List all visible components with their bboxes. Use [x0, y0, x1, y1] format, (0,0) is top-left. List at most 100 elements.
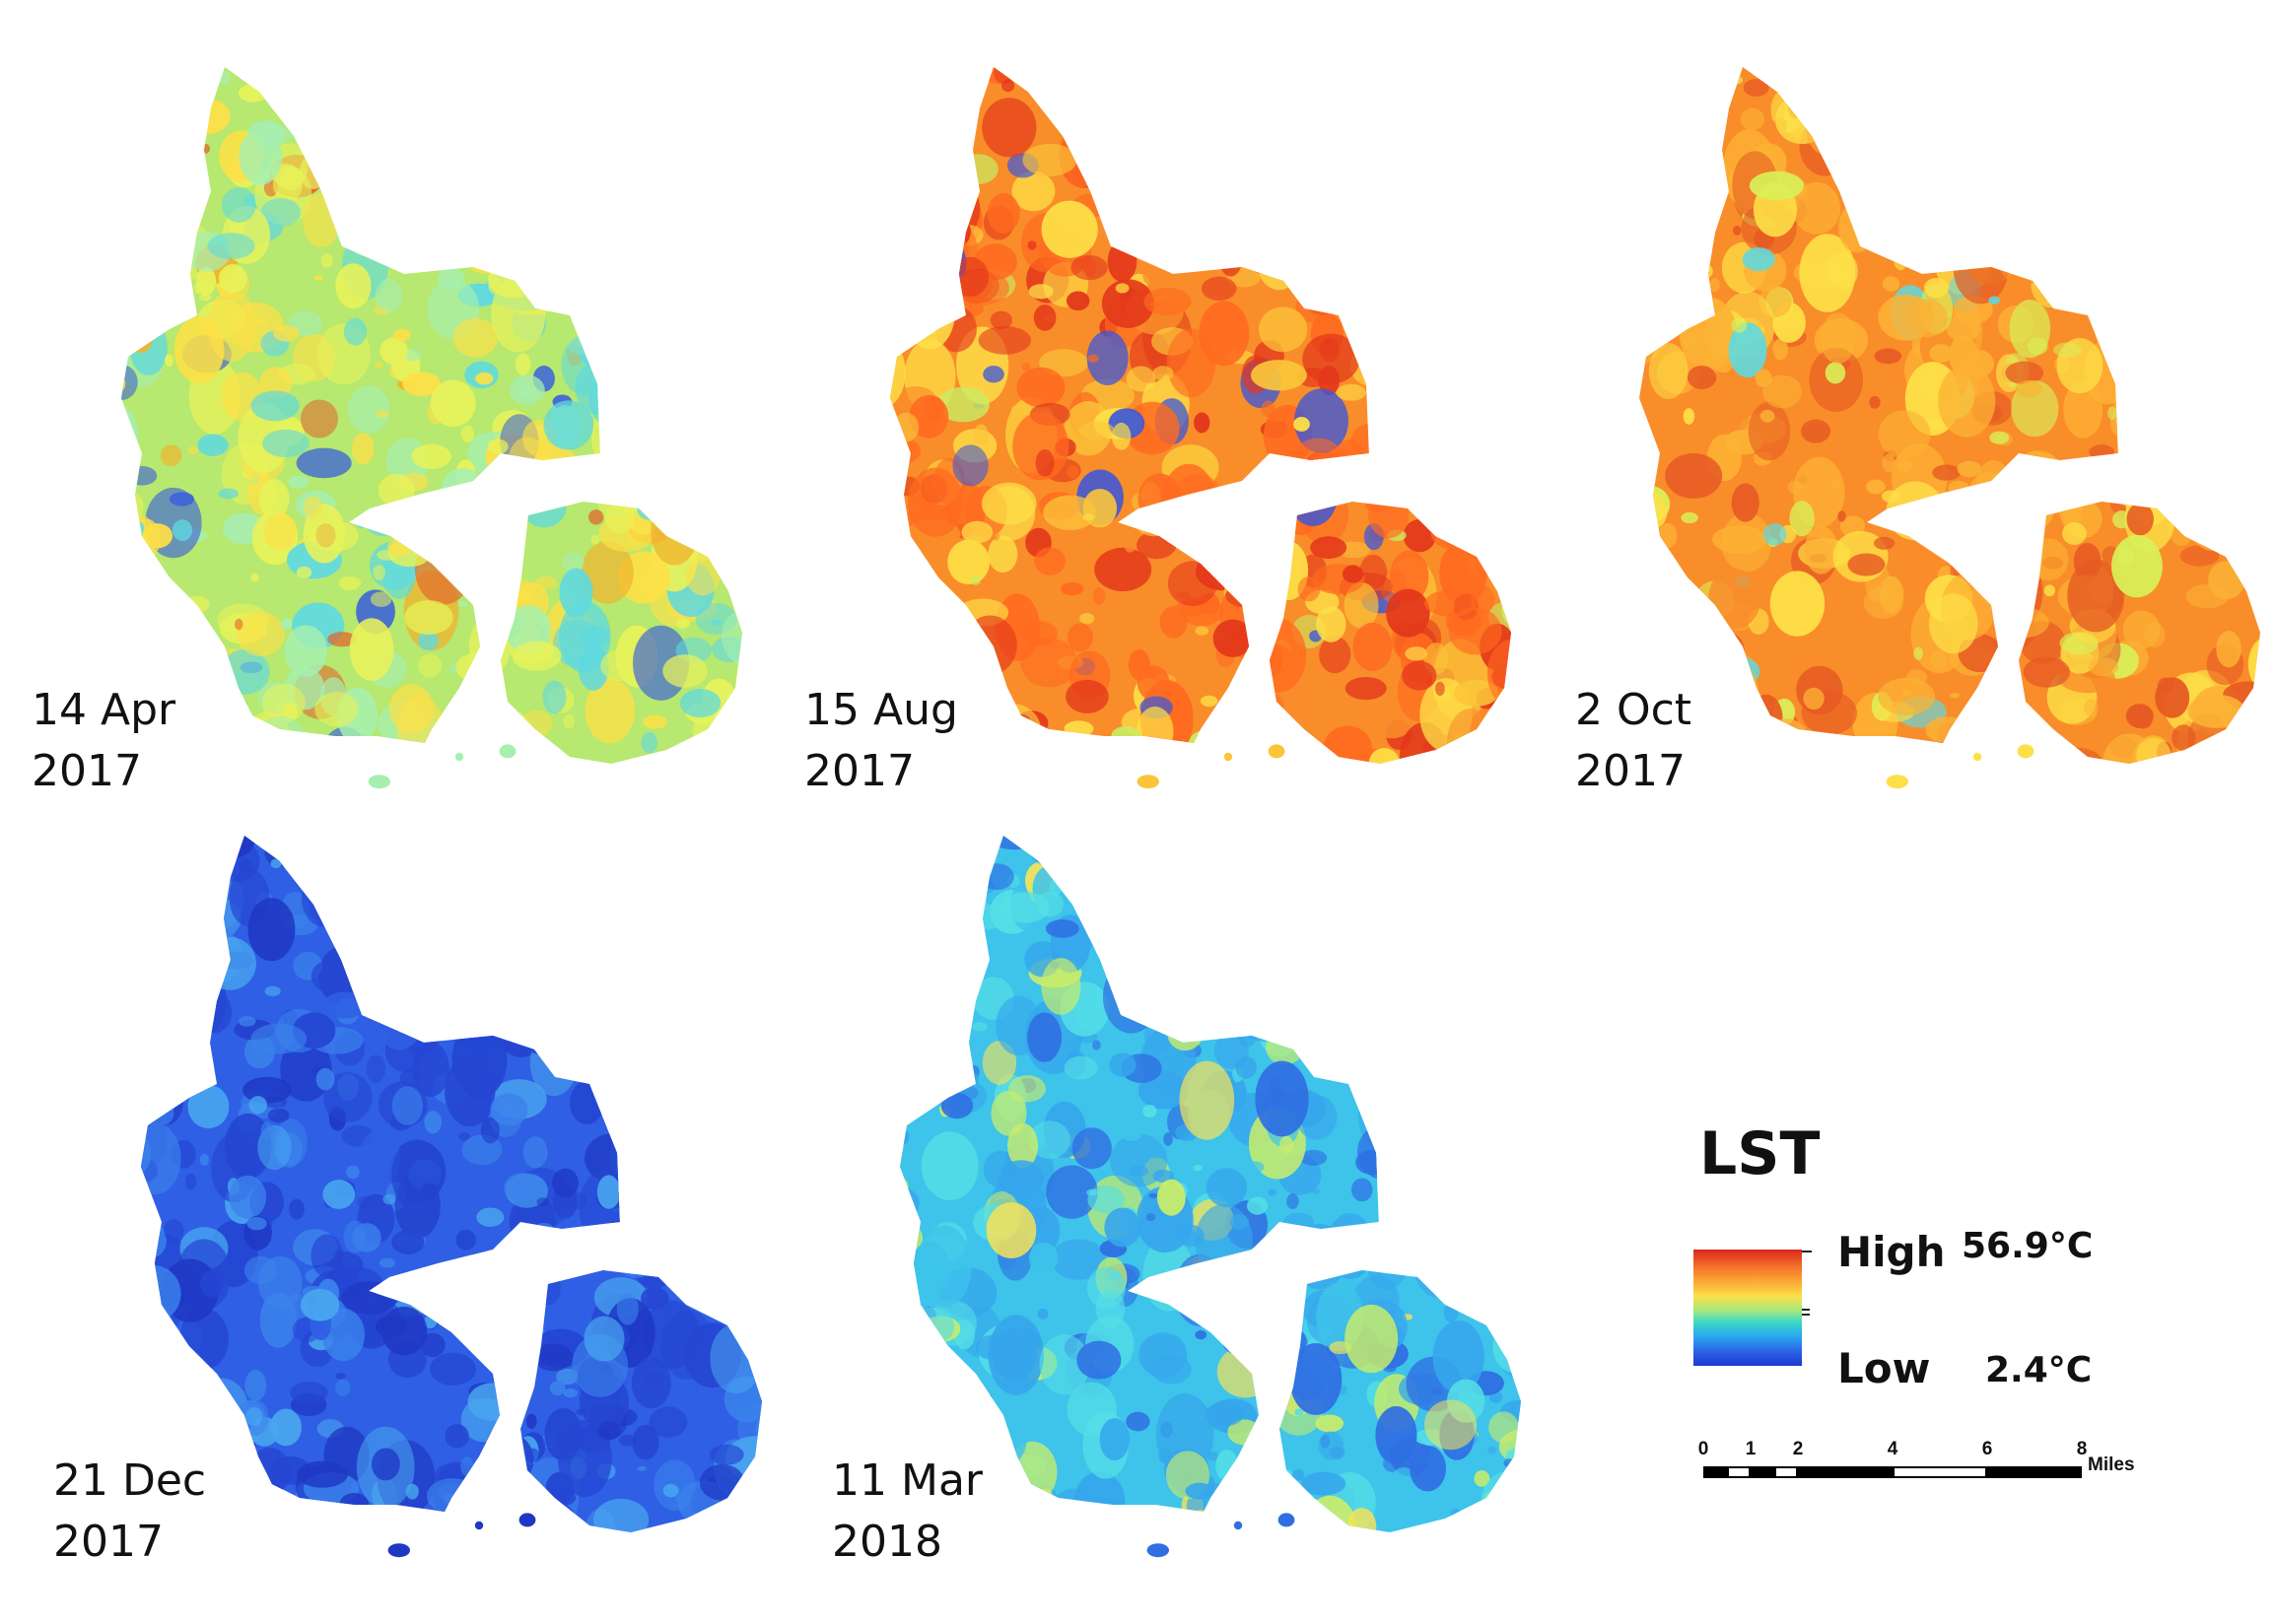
lst-texture-patch [906, 75, 939, 123]
lst-texture-patch [617, 171, 645, 209]
lst-texture-patch [409, 145, 418, 153]
lst-texture-patch [729, 1092, 762, 1136]
lst-texture-patch [1957, 168, 1976, 182]
lst-texture-patch [712, 619, 724, 626]
lst-texture-patch [1638, 601, 1650, 621]
lst-texture-patch [620, 1210, 660, 1253]
lst-texture-patch [667, 169, 724, 226]
lst-texture-patch [291, 115, 311, 143]
lst-texture-patch [146, 1081, 164, 1101]
lst-texture-patch [1347, 975, 1381, 1017]
lst-texture-patch [498, 134, 539, 156]
lst-texture-patch [1034, 547, 1066, 575]
lst-texture-patch [463, 883, 474, 890]
lst-texture-patch [589, 333, 610, 358]
lst-texture-patch [2225, 449, 2260, 480]
lst-texture-patch [1487, 520, 1511, 583]
lst-texture-patch [482, 853, 531, 903]
lst-texture-patch [2266, 531, 2275, 541]
lst-texture-patch [641, 487, 699, 523]
lst-texture-patch [501, 216, 548, 263]
lst-texture-patch [1282, 1212, 1314, 1232]
lst-texture-patch [2250, 723, 2260, 759]
lst-texture-patch [404, 600, 453, 636]
lst-texture-patch [2159, 244, 2193, 292]
lst-texture-patch [203, 936, 256, 990]
lst-texture-patch [1304, 1034, 1326, 1053]
lst-texture-patch [2169, 67, 2178, 73]
lst-texture-patch [552, 1168, 579, 1198]
lst-texture-patch [1462, 1014, 1502, 1040]
lst-texture-patch [1080, 835, 1109, 855]
lst-texture-patch [1393, 219, 1419, 241]
lst-texture-patch [695, 300, 712, 314]
lst-texture-patch [593, 338, 623, 362]
lst-texture-patch [196, 750, 207, 758]
lst-texture-patch [442, 910, 481, 936]
legend-title: LST [1699, 1119, 1821, 1188]
lst-texture-patch [947, 539, 991, 584]
lst-texture-patch [1111, 726, 1140, 747]
lst-texture-patch [187, 445, 199, 455]
island-patch [1268, 744, 1285, 759]
lst-texture-patch [411, 192, 450, 250]
lst-texture-patch [1512, 1143, 1521, 1159]
lst-texture-patch [671, 859, 691, 877]
lst-texture-patch [1470, 316, 1511, 352]
lst-texture-patch [2208, 561, 2245, 600]
lst-texture-patch [899, 835, 912, 846]
lst-texture-patch [1386, 588, 1430, 638]
lst-texture-patch [2191, 120, 2241, 176]
lst-texture-patch [1472, 853, 1519, 913]
lst-texture-patch [1092, 1040, 1101, 1050]
lst-texture-patch [560, 1237, 582, 1262]
lst-texture-patch [620, 835, 637, 849]
lst-texture-patch [689, 107, 722, 143]
lst-texture-patch [525, 1413, 537, 1429]
lst-texture-patch [1020, 638, 1077, 688]
lst-texture-patch [431, 1295, 441, 1302]
lst-texture-patch [472, 1255, 508, 1280]
lst-texture-patch [1707, 686, 1730, 698]
lst-texture-patch [1620, 340, 1629, 346]
lst-texture-patch [1646, 66, 1699, 81]
lst-texture-patch [1201, 115, 1260, 168]
lst-texture-patch [1346, 66, 1390, 97]
lst-texture-patch [973, 424, 989, 445]
lst-texture-patch [2126, 503, 2154, 536]
lst-texture-patch [1322, 1043, 1354, 1073]
lst-texture-patch [1469, 241, 1492, 267]
lst-texture-patch [1403, 518, 1436, 553]
lst-texture-patch [1422, 1153, 1432, 1160]
lst-texture-patch [581, 541, 634, 604]
lst-texture-patch [751, 351, 763, 368]
lst-texture-patch [635, 378, 674, 417]
lst-texture-patch [1728, 322, 1767, 378]
lst-texture-patch [1401, 1068, 1438, 1113]
lst-texture-patch [569, 1081, 604, 1125]
lst-texture-patch [899, 864, 922, 914]
lst-texture-patch [1268, 1188, 1276, 1196]
lst-texture-patch [2209, 399, 2253, 436]
lst-texture-patch [355, 108, 408, 150]
lst-texture-patch [2246, 455, 2258, 463]
lst-texture-patch [364, 895, 386, 926]
lst-texture-patch [1381, 101, 1418, 129]
lst-texture-patch [889, 436, 921, 467]
lst-texture-patch [1938, 364, 1996, 438]
lst-texture-patch [303, 496, 323, 519]
lst-texture-patch [1957, 460, 1982, 478]
lst-texture-patch [422, 159, 459, 192]
lst-texture-patch [923, 1073, 937, 1093]
lst-texture-patch [1425, 1156, 1483, 1231]
lst-texture-patch [597, 141, 625, 164]
lst-texture-patch [1099, 1418, 1130, 1461]
lst-texture-patch [1366, 86, 1407, 135]
lst-texture-patch [694, 949, 728, 984]
lst-texture-patch [874, 1203, 899, 1218]
lst-texture-patch [218, 264, 247, 294]
lst-texture-patch [1423, 130, 1444, 144]
lst-texture-patch [1804, 525, 1838, 575]
lst-texture-patch [720, 945, 731, 956]
lst-texture-patch [2091, 128, 2139, 182]
